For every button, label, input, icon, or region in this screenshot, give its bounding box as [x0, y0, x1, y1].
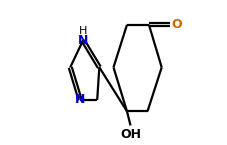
Text: OH: OH — [120, 128, 141, 141]
Text: O: O — [172, 18, 182, 31]
Text: N: N — [78, 34, 88, 47]
Text: H: H — [79, 26, 87, 36]
Text: N: N — [75, 93, 85, 106]
